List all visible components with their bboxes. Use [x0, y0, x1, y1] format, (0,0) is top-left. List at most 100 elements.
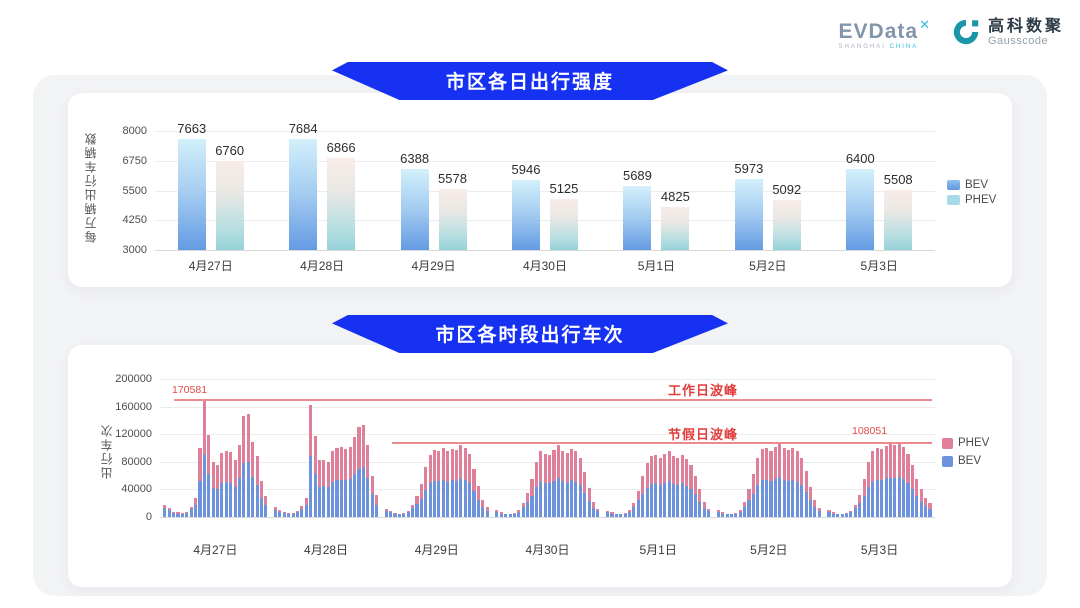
hour-bar[interactable]: [800, 458, 804, 517]
hour-bar[interactable]: [619, 513, 623, 517]
hour-bar[interactable]: [587, 488, 591, 517]
hour-bar[interactable]: [902, 447, 906, 517]
hour-bar[interactable]: [198, 448, 202, 517]
hour-bar[interactable]: [189, 506, 193, 517]
hour-bar[interactable]: [897, 442, 901, 517]
hour-bar[interactable]: [472, 468, 476, 517]
hour-bar[interactable]: [743, 501, 747, 517]
bev-bar[interactable]: [734, 179, 763, 250]
hour-bar[interactable]: [264, 496, 268, 517]
hour-bar[interactable]: [424, 467, 428, 517]
hour-bar[interactable]: [295, 510, 300, 517]
hour-bar[interactable]: [804, 471, 808, 517]
hour-bar[interactable]: [237, 445, 242, 517]
hour-bar[interactable]: [591, 501, 596, 517]
hour-bar[interactable]: [808, 486, 813, 517]
hour-bar[interactable]: [756, 458, 760, 517]
hour-bar[interactable]: [769, 450, 773, 517]
hour-bar[interactable]: [530, 479, 534, 517]
hour-bar[interactable]: [393, 512, 397, 517]
hour-bar[interactable]: [667, 450, 671, 517]
hour-bar[interactable]: [432, 450, 437, 517]
hour-bar[interactable]: [840, 513, 844, 517]
phev-bar[interactable]: [327, 158, 356, 250]
hour-bar[interactable]: [397, 513, 401, 517]
hour-bar[interactable]: [251, 442, 255, 517]
hour-bar[interactable]: [499, 512, 503, 517]
hour-bar[interactable]: [331, 451, 335, 517]
hour-bar[interactable]: [606, 510, 610, 517]
hour-bar[interactable]: [304, 498, 308, 517]
hour-bar[interactable]: [685, 459, 689, 517]
hour-bar[interactable]: [552, 450, 556, 517]
hour-bar[interactable]: [273, 507, 278, 517]
hour-bar[interactable]: [255, 456, 259, 517]
hour-bar[interactable]: [517, 510, 521, 517]
bev-bar[interactable]: [512, 179, 540, 250]
hour-bar[interactable]: [782, 448, 786, 517]
hour-bar[interactable]: [623, 512, 627, 517]
hour-bar[interactable]: [287, 512, 291, 517]
hour-bar[interactable]: [428, 454, 432, 517]
hour-bar[interactable]: [194, 497, 198, 517]
hour-bar[interactable]: [468, 453, 472, 517]
hour-bar[interactable]: [233, 460, 237, 517]
hour-bar[interactable]: [220, 452, 224, 517]
hour-bar[interactable]: [384, 508, 388, 517]
hour-bar[interactable]: [450, 449, 454, 517]
legend-item-bev[interactable]: BEV: [947, 179, 996, 191]
hour-bar[interactable]: [548, 454, 552, 517]
hour-bar[interactable]: [339, 447, 343, 517]
hour-bar[interactable]: [504, 513, 508, 517]
hour-bar[interactable]: [919, 489, 923, 517]
hour-bar[interactable]: [512, 512, 517, 517]
hour-bar[interactable]: [858, 494, 862, 517]
hour-bar[interactable]: [370, 475, 374, 517]
hour-bar[interactable]: [689, 464, 693, 517]
hour-bar[interactable]: [654, 454, 658, 517]
hour-bar[interactable]: [680, 454, 684, 517]
phev-bar[interactable]: [661, 206, 690, 250]
hour-bar[interactable]: [729, 513, 733, 517]
hour-bar[interactable]: [578, 458, 582, 517]
hour-bar[interactable]: [786, 450, 791, 517]
hour-bar[interactable]: [906, 453, 910, 517]
hour-bar[interactable]: [215, 464, 220, 517]
phev-bar[interactable]: [884, 190, 913, 250]
hour-bar[interactable]: [641, 475, 645, 517]
hour-bar[interactable]: [888, 443, 892, 517]
hour-bar[interactable]: [610, 512, 614, 517]
hour-bar[interactable]: [441, 448, 445, 517]
hour-bar[interactable]: [278, 510, 282, 517]
hour-bar[interactable]: [211, 461, 215, 517]
hour-bar[interactable]: [322, 459, 326, 517]
bev-bar[interactable]: [846, 169, 875, 250]
phev-bar[interactable]: [549, 199, 578, 250]
hour-bar[interactable]: [366, 445, 370, 517]
hour-bar[interactable]: [862, 479, 866, 517]
hour-bar[interactable]: [725, 513, 729, 517]
hour-bar[interactable]: [259, 481, 263, 517]
hour-bar[interactable]: [693, 475, 697, 517]
legend-item-phev[interactable]: PHEV: [947, 194, 996, 206]
hour-bar[interactable]: [180, 512, 184, 517]
hour-bar[interactable]: [760, 449, 764, 517]
hour-bar[interactable]: [476, 485, 480, 517]
hour-bar[interactable]: [570, 448, 574, 517]
hour-bar[interactable]: [880, 449, 884, 517]
hour-bar[interactable]: [317, 460, 321, 517]
hour-bar[interactable]: [300, 505, 304, 517]
hour-bar[interactable]: [419, 483, 423, 517]
legend-item-phev[interactable]: PHEV: [942, 437, 989, 449]
hour-bar[interactable]: [915, 479, 919, 517]
hour-bar[interactable]: [658, 457, 662, 517]
hour-bar[interactable]: [521, 503, 525, 517]
hour-bar[interactable]: [481, 499, 485, 517]
hour-bar[interactable]: [893, 445, 897, 517]
hour-bar[interactable]: [871, 451, 875, 517]
hour-bar[interactable]: [791, 448, 795, 517]
hour-bar[interactable]: [163, 504, 167, 517]
hour-bar[interactable]: [309, 404, 313, 517]
hour-bar[interactable]: [671, 456, 675, 517]
hour-bar[interactable]: [374, 494, 379, 517]
